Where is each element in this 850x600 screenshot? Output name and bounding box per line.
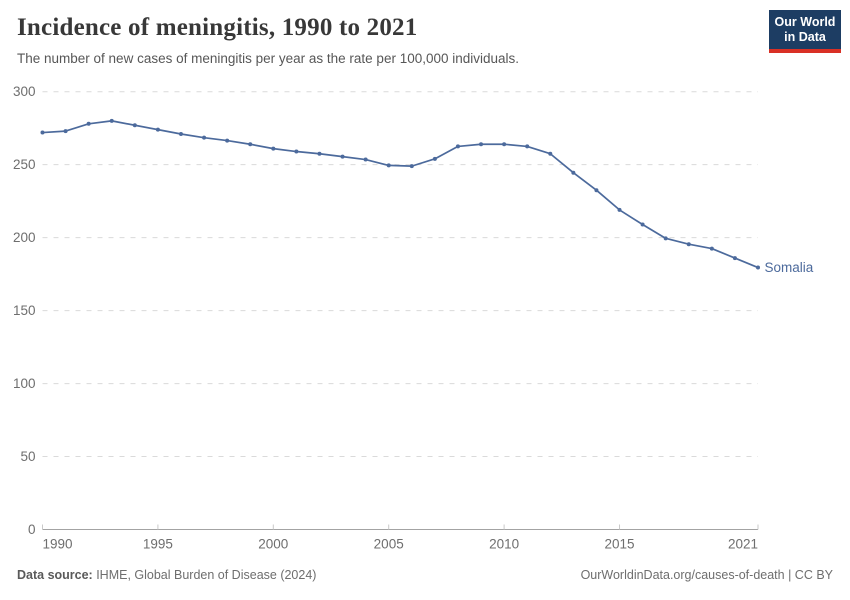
credit-link[interactable]: OurWorldinData.org/causes-of-death | CC … [580, 568, 833, 582]
y-tick-label: 150 [13, 303, 36, 318]
data-point[interactable] [202, 135, 207, 140]
y-tick-label: 0 [28, 522, 36, 537]
data-point[interactable] [571, 170, 576, 175]
owid-logo-line2: in Data [784, 29, 826, 44]
data-point[interactable] [594, 188, 599, 193]
data-point[interactable] [63, 129, 68, 134]
data-point[interactable] [109, 118, 114, 123]
data-point[interactable] [340, 154, 345, 159]
data-source: Data source: IHME, Global Burden of Dise… [17, 568, 316, 582]
x-tick-label: 1990 [43, 537, 73, 552]
y-tick-label: 100 [13, 376, 36, 391]
data-point[interactable] [432, 156, 437, 161]
data-point[interactable] [294, 149, 299, 154]
data-point[interactable] [732, 256, 737, 261]
data-source-text: IHME, Global Burden of Disease (2024) [92, 568, 317, 582]
y-tick-label: 250 [13, 157, 36, 172]
x-tick-label: 1995 [143, 537, 173, 552]
data-point[interactable] [455, 144, 460, 149]
data-point[interactable] [548, 151, 553, 156]
data-point[interactable] [756, 265, 760, 270]
owid-logo-line1: Our World [774, 15, 836, 29]
x-tick-label: 2005 [374, 537, 404, 552]
data-point[interactable] [386, 163, 391, 168]
data-point[interactable] [663, 236, 668, 241]
data-point[interactable] [317, 151, 322, 156]
data-point[interactable] [617, 207, 622, 212]
data-point[interactable] [248, 142, 253, 147]
data-point[interactable] [363, 157, 368, 162]
data-point[interactable] [132, 123, 137, 128]
data-point[interactable] [271, 146, 276, 151]
data-point[interactable] [225, 138, 230, 143]
y-tick-label: 300 [13, 84, 36, 99]
series-end-label[interactable]: Somalia [765, 260, 814, 275]
data-line-somalia[interactable] [41, 120, 759, 269]
data-point[interactable] [86, 121, 91, 126]
data-point[interactable] [479, 142, 484, 147]
data-source-label: Data source: [17, 568, 93, 582]
x-tick-label: 2010 [489, 537, 519, 552]
data-point[interactable] [709, 246, 714, 251]
line-chart-svg: 0 50 100 150 200 250 300 1990 1995 2000 2005 2010 20… [13, 84, 814, 552]
x-tick-label: 2021 [728, 537, 758, 552]
data-point[interactable] [155, 127, 160, 132]
owid-logo[interactable]: Our World in Data [769, 10, 841, 53]
data-point[interactable] [409, 164, 414, 169]
chart-footer: Data source: IHME, Global Burden of Dise… [17, 568, 833, 582]
page-title: Incidence of meningitis, 1990 to 2021 [17, 14, 418, 41]
data-point[interactable] [502, 142, 507, 147]
data-point[interactable] [525, 144, 530, 149]
data-point[interactable] [178, 132, 183, 137]
x-tick-label: 2015 [604, 537, 634, 552]
chart-header: Incidence of meningitis, 1990 to 2021 Th… [17, 14, 755, 66]
y-tick-label: 50 [20, 449, 35, 464]
data-point[interactable] [640, 222, 645, 227]
y-tick-label: 200 [13, 230, 36, 245]
data-point[interactable] [686, 242, 691, 247]
x-tick-label: 2000 [258, 537, 288, 552]
chart-area[interactable]: 0 50 100 150 200 250 300 1990 1995 2000 2005 2010 20… [0, 80, 850, 560]
page-subtitle: The number of new cases of meningitis pe… [17, 51, 520, 66]
data-point[interactable] [40, 130, 45, 135]
